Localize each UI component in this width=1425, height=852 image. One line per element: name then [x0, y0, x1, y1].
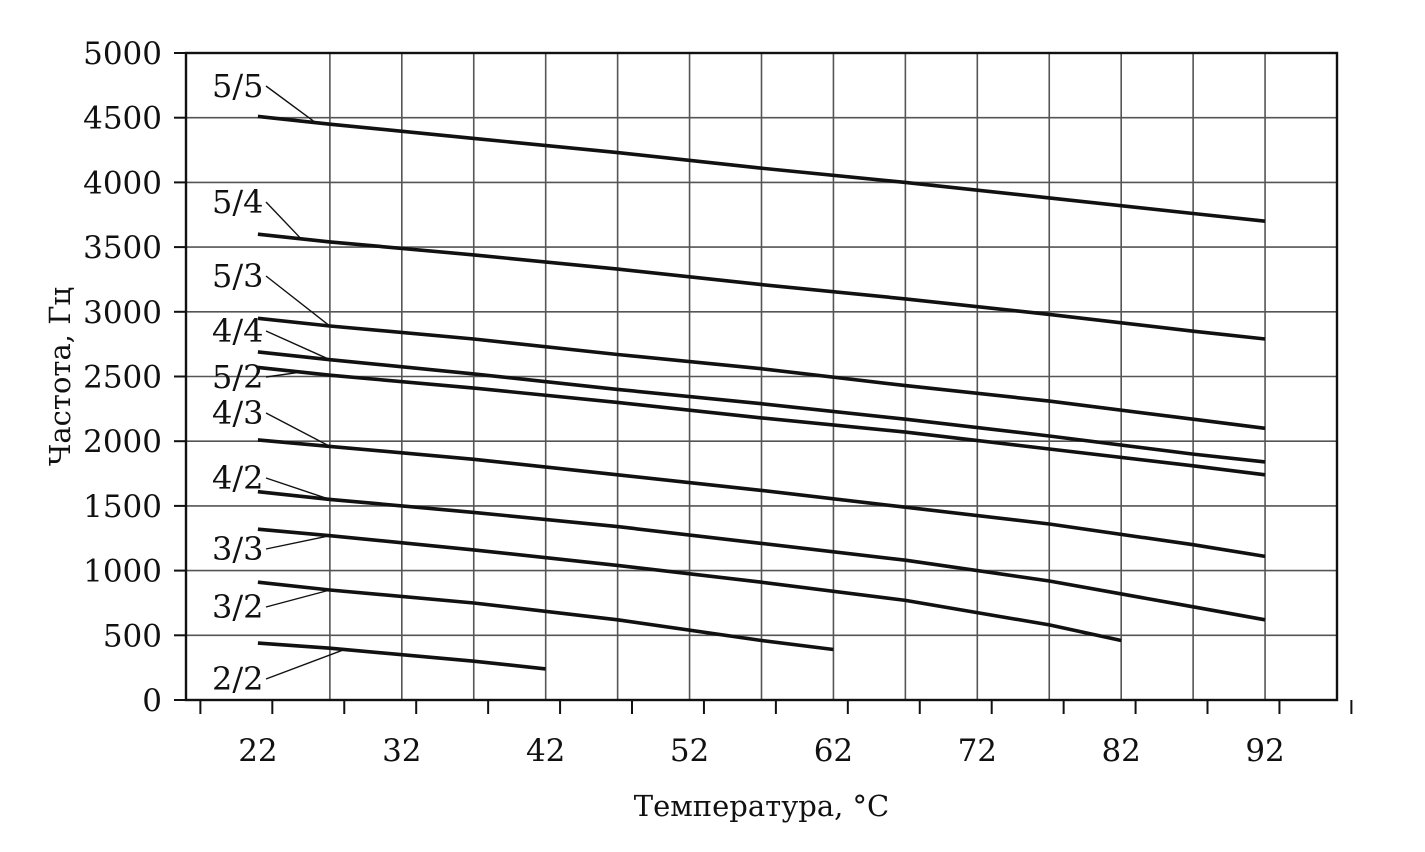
- series-line-5-3: [257, 316, 1266, 431]
- axes: [174, 51, 1353, 714]
- leader-line-5-3: [265, 275, 331, 327]
- series-line-5-2: [257, 365, 1266, 477]
- leader-line-2-2: [265, 648, 345, 680]
- series-line-4-3: [257, 438, 1266, 559]
- x-tick-label: 62: [814, 733, 853, 769]
- leader-line-3-3: [265, 534, 331, 550]
- y-tick-label: 1000: [83, 554, 162, 590]
- y-tick-label: 1500: [83, 489, 162, 525]
- series-label-5-4: 5/4: [212, 183, 264, 221]
- series-label-3-2: 3/2: [212, 588, 264, 626]
- x-tick-label: 52: [670, 733, 709, 769]
- y-tick-label: 5000: [83, 36, 162, 72]
- x-tick-label: 82: [1101, 733, 1140, 769]
- y-tick-label: 500: [103, 618, 162, 654]
- y-tick-label: 2500: [83, 360, 162, 396]
- series-line-2-2: [257, 641, 546, 671]
- series-line-3-3: [257, 527, 1122, 643]
- x-tick-label: 42: [526, 733, 565, 769]
- series-labels: 5/5 5/4 5/3 4/4 5/24/3 4/2 3/3 3/2 2/2: [212, 67, 345, 698]
- y-tick-label: 4000: [83, 165, 162, 201]
- series-label-4-3: 4/3: [212, 394, 264, 432]
- y-tick-label: 4500: [83, 101, 162, 137]
- leader-line-5-5: [265, 85, 316, 124]
- y-tick-label: 3000: [83, 295, 162, 331]
- leader-line-5-2: [265, 371, 302, 378]
- leader-line-4-4: [265, 330, 331, 361]
- series-line-5-4: [257, 232, 1266, 341]
- series-label-4-4: 4/4: [212, 312, 264, 350]
- tick-labels: 0 500 1000 1500 2000 2500 3000 3500 4000 4500 5000…: [83, 36, 1285, 769]
- y-tick-label: 0: [142, 683, 162, 719]
- x-tick-label: 22: [238, 733, 277, 769]
- series-label-5-3: 5/3: [212, 257, 264, 295]
- series-line-4-4: [257, 350, 1266, 464]
- y-tick-label: 3500: [83, 230, 162, 266]
- x-tick-label: 32: [382, 733, 421, 769]
- series-line-4-2: [257, 489, 1266, 622]
- series-label-2-2: 2/2: [212, 660, 264, 698]
- leader-line-5-4: [265, 201, 302, 240]
- leader-line-4-3: [265, 412, 331, 447]
- leader-line-4-2: [265, 477, 331, 501]
- series-label-4-2: 4/2: [212, 459, 264, 497]
- series-label-5-2: 5/2: [212, 358, 264, 396]
- y-axis-label: Частота, Гц: [43, 287, 77, 466]
- series-line-5-5: [257, 114, 1266, 223]
- x-tick-label: 72: [958, 733, 997, 769]
- series-lines: [257, 114, 1266, 671]
- x-axis-label: Температура, °C: [634, 789, 890, 823]
- leader-line-3-2: [265, 589, 331, 608]
- series-label-3-3: 3/3: [212, 530, 264, 568]
- series-label-5-5: 5/5: [212, 67, 264, 105]
- series-line-3-2: [257, 580, 834, 652]
- x-tick-label: 92: [1245, 733, 1284, 769]
- y-tick-label: 2000: [83, 424, 162, 460]
